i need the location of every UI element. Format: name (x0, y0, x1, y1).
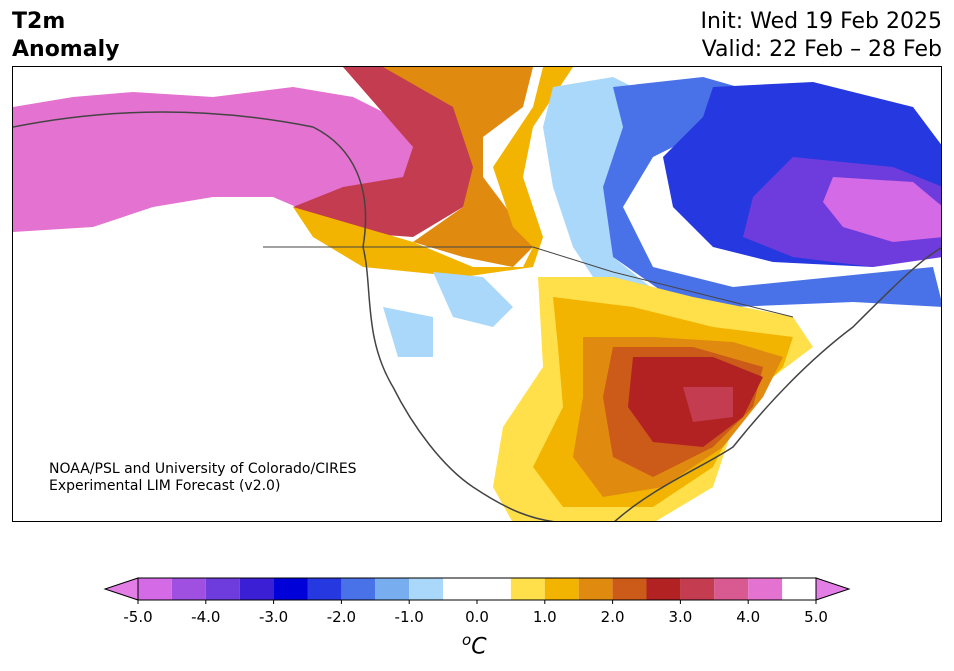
credit-line-1: NOAA/PSL and University of Colorado/CIRE… (49, 461, 357, 477)
nw-canada-orange (383, 67, 533, 267)
colorbar-cell (341, 578, 376, 600)
colorbar-cell (443, 578, 511, 600)
california-light-blue (383, 307, 433, 357)
forecast-dates: Init: Wed 19 Feb 2025 Valid: 22 Feb – 28… (701, 8, 942, 64)
colorbar-tick-label: -2.0 (327, 608, 356, 626)
hudson-light-blue (543, 77, 663, 307)
credit-text: NOAA/PSL and University of Colorado/CIRE… (49, 461, 357, 495)
title-line-2: Anomaly (12, 37, 120, 62)
colorbar-cell (748, 578, 783, 600)
colorbar-cell (409, 578, 444, 600)
colorbar-cell (646, 578, 681, 600)
colorbar-cell (578, 578, 613, 600)
colorbar-cell (375, 578, 410, 600)
colorbar-cell (307, 578, 342, 600)
rockies-light-blue (433, 272, 513, 327)
colorbar-tick-label: -4.0 (191, 608, 220, 626)
valid-range: Valid: 22 Feb – 28 Feb (701, 37, 942, 62)
colorbar-cell (273, 578, 308, 600)
colorbar-cell (680, 578, 715, 600)
unit-label: oC (462, 631, 487, 659)
map-shading (13, 67, 941, 521)
colorbar-tick-label: -1.0 (395, 608, 424, 626)
unit-superscript: o (462, 631, 472, 649)
southeast-pink (683, 387, 733, 422)
colorbar-tick-label: -5.0 (123, 608, 152, 626)
colorbar-cell (612, 578, 647, 600)
colorbar-cells (103, 577, 851, 601)
colorbar-tick-label: 1.0 (533, 608, 557, 626)
alaska-warm-region (13, 87, 423, 232)
colorbar-cell (205, 578, 240, 600)
labrador-pink (823, 177, 941, 242)
colorbar-cell (239, 578, 274, 600)
colorbar-tick-label: 5.0 (804, 608, 828, 626)
colorbar-ticks: -5.0 -4.0 -3.0 -2.0 -1.0 0.0 1.0 2.0 3.0 4.0 5.0 (123, 600, 828, 626)
colorbar-cell (544, 578, 579, 600)
border-line (263, 246, 794, 318)
colorbar-cell (171, 578, 206, 600)
colorbar: -5.0 -4.0 -3.0 -2.0 -1.0 0.0 1.0 2.0 3.0 4.0 5.0 (103, 577, 851, 626)
colorbar-tick-label: 0.0 (465, 608, 489, 626)
colorbar-over-arrow (815, 577, 851, 601)
unit-letter: C (471, 634, 487, 660)
colorbar-tick-label: 2.0 (601, 608, 625, 626)
nw-canada-yellow (293, 67, 573, 277)
nw-canada-red (293, 67, 483, 237)
init-date: Init: Wed 19 Feb 2025 (700, 9, 942, 34)
colorbar-tick-label: 4.0 (736, 608, 760, 626)
map-title: T2m Anomaly (12, 8, 119, 64)
credit-line-2: Experimental LIM Forecast (v2.0) (49, 478, 281, 494)
colorbar-tick-label: -3.0 (259, 608, 288, 626)
colorbar-tick-label: 3.0 (668, 608, 692, 626)
title-line-1: T2m (12, 9, 66, 34)
coastline-outline (13, 111, 941, 521)
colorbar-under-arrow (103, 577, 139, 601)
colorbar-cell (510, 578, 545, 600)
colorbar-cell (138, 578, 172, 600)
anomaly-map (12, 66, 942, 522)
colorbar-cell (714, 578, 749, 600)
